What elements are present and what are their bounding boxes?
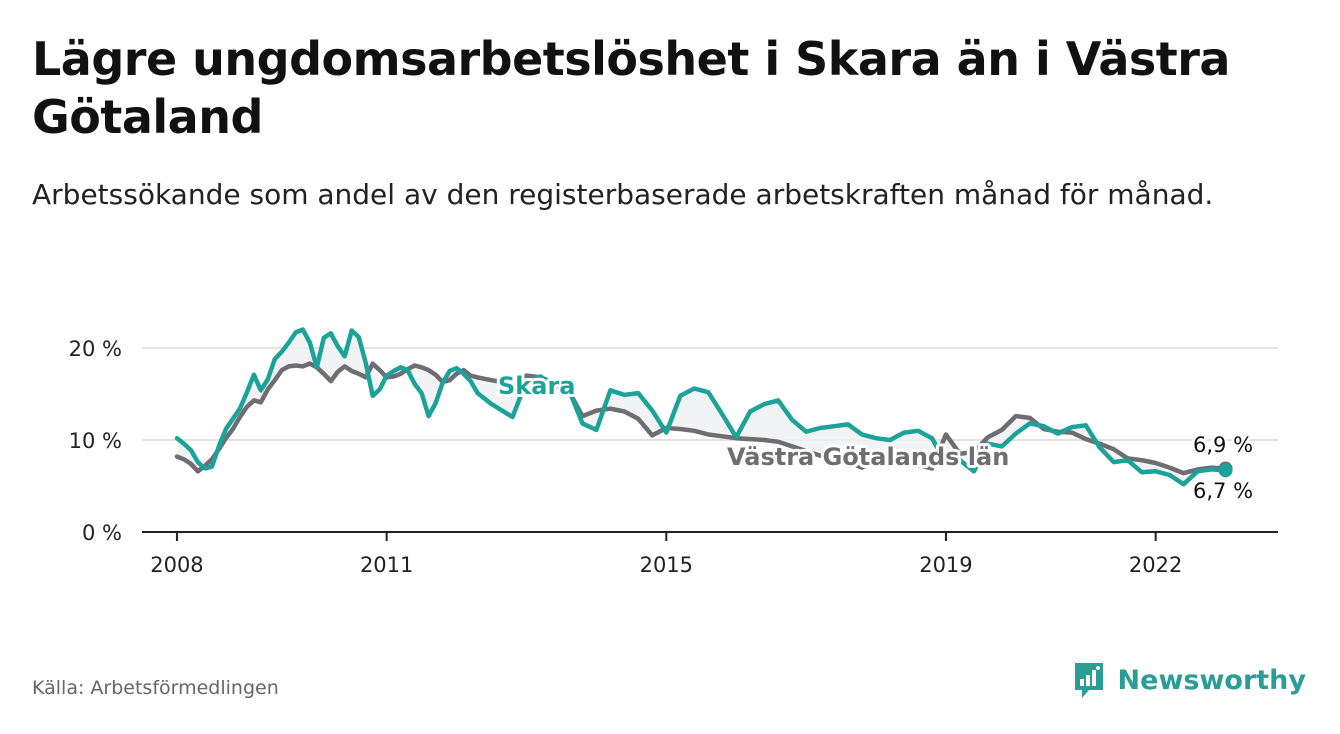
x-tick-label: 2019 [919,553,972,577]
line-chart: 0 % 10 % 20 % 2008 2011 2015 2019 2022 Skara Väs… [69,327,1278,577]
x-tick-label: 2008 [150,553,203,577]
series-labels: Skara Västra Götalands län 6,9 % 6,7 % [495,369,1256,506]
series-label-vastra-gotaland: Västra Götalands län [727,443,1009,471]
series-line-skara [174,327,1228,487]
series-line-vastra-gotaland [174,361,1228,476]
difference-band [177,329,1226,485]
brand-name: Newsworthy [1117,664,1306,696]
chart-subtitle: Arbetssökande som andel av den registerb… [32,178,1214,211]
source-note: Källa: Arbetsförmedlingen [32,677,279,699]
y-tick-label: 20 % [69,337,122,361]
x-tick-label: 2015 [640,553,693,577]
series-lines [174,327,1233,487]
brand-logo[interactable]: Newsworthy [1072,660,1306,700]
x-tick-label: 2011 [360,553,413,577]
x-tick-label: 2022 [1129,553,1182,577]
chart-title: Lägre ungdomsarbetslöshet i Skara än i V… [32,32,1230,144]
y-tick-label: 0 % [82,521,122,545]
end-label-skara: 6,7 % [1193,479,1253,503]
series-label-skara: Skara [498,372,575,400]
end-label-vastra-gotaland: 6,9 % [1193,433,1253,457]
y-tick-label: 10 % [69,429,122,453]
end-point-skara [1218,463,1233,478]
tick-labels: 0 % 10 % 20 % 2008 2011 2015 2019 2022 [69,337,1183,577]
newsworthy-logo-icon [1074,663,1103,698]
